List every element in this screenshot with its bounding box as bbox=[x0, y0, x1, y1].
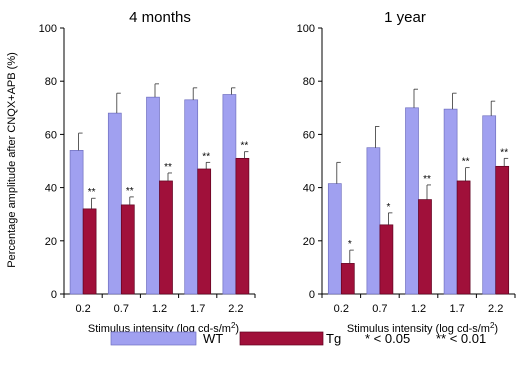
bar-tg bbox=[235, 157, 250, 295]
y-axis-label: Percentage amplitude after CNQX+APB (%) bbox=[6, 52, 18, 268]
bar-tg bbox=[340, 263, 355, 295]
bar-wt bbox=[184, 99, 199, 295]
bar-wt bbox=[69, 150, 84, 295]
legend-p05-label: * < 0.05 bbox=[365, 331, 410, 346]
significance-label: ** bbox=[88, 187, 96, 198]
bar-wt bbox=[107, 112, 122, 295]
significance-label: ** bbox=[462, 157, 470, 168]
y-tick-label: 20 bbox=[45, 236, 57, 248]
legend-wt-swatch bbox=[110, 331, 197, 346]
significance-label: * bbox=[386, 202, 390, 213]
x-tick-label: 0.7 bbox=[114, 303, 129, 315]
bar-tg bbox=[197, 168, 212, 295]
panel-title: 1 year bbox=[384, 9, 426, 26]
significance-label: ** bbox=[126, 186, 134, 197]
bar-wt bbox=[222, 94, 237, 295]
x-tick-label: 1.7 bbox=[449, 303, 464, 315]
panel-title: 4 months bbox=[129, 9, 191, 26]
y-tick-label: 60 bbox=[45, 129, 57, 141]
x-tick-label: 1.2 bbox=[411, 303, 426, 315]
legend: WT * < 0.05 ** < 0.01 Tg bbox=[110, 331, 486, 346]
significance-label: ** bbox=[202, 151, 210, 162]
significance-label: ** bbox=[241, 141, 249, 152]
panel-4-months: 4 months 0 20 40 60 80 100 0.2 ** 0.7 ** 1.2 ** 1.7 **… bbox=[39, 9, 256, 335]
bar-tg bbox=[82, 208, 97, 295]
y-tick-label: 0 bbox=[309, 289, 315, 301]
bar-tg bbox=[495, 165, 510, 295]
bar-wt bbox=[482, 115, 497, 295]
y-tick-label: 80 bbox=[45, 76, 57, 88]
y-tick-label: 40 bbox=[303, 183, 315, 195]
legend-p01-label: ** < 0.01 bbox=[436, 331, 486, 346]
bar-wt bbox=[146, 96, 160, 295]
x-tick-label: 1.2 bbox=[152, 303, 167, 315]
significance-label: ** bbox=[164, 162, 172, 173]
y-tick-label: 40 bbox=[45, 183, 57, 195]
y-tick-label: 0 bbox=[51, 289, 57, 301]
significance-label: ** bbox=[423, 174, 431, 185]
y-tick-label: 100 bbox=[39, 23, 57, 35]
bar-wt bbox=[366, 147, 381, 295]
x-tick-label: 2.2 bbox=[488, 303, 503, 315]
x-tick-label: 0.2 bbox=[334, 303, 349, 315]
y-tick-label: 100 bbox=[297, 23, 315, 35]
bar-tg bbox=[120, 204, 135, 295]
x-tick-label: 2.2 bbox=[228, 303, 243, 315]
y-tick-label: 60 bbox=[303, 129, 315, 141]
significance-label: * bbox=[348, 239, 352, 250]
significance-label: ** bbox=[500, 147, 508, 158]
bar-wt bbox=[327, 183, 342, 295]
legend-tg-label: Tg bbox=[326, 331, 341, 346]
y-tick-label: 20 bbox=[303, 236, 315, 248]
panel-1-year: 1 year 0 20 40 60 80 100 0.2 * 0.7 * 1.2 ** 1.7 ** 2.2 *… bbox=[297, 9, 516, 335]
bar-tg bbox=[418, 199, 432, 295]
x-axis-label: Stimulus intensity (log cd-s/m2) bbox=[347, 321, 498, 335]
bar-tg bbox=[456, 180, 471, 295]
bar-wt bbox=[443, 108, 458, 295]
x-tick-label: 0.7 bbox=[372, 303, 387, 315]
x-tick-label: 0.2 bbox=[75, 303, 90, 315]
bar-tg bbox=[379, 224, 394, 295]
bar-tg bbox=[159, 180, 173, 295]
legend-tg-swatch-fill bbox=[239, 331, 324, 346]
bar-wt bbox=[405, 107, 419, 295]
x-tick-label: 1.7 bbox=[190, 303, 205, 315]
legend-wt-label: WT bbox=[203, 331, 223, 346]
y-tick-label: 80 bbox=[303, 76, 315, 88]
